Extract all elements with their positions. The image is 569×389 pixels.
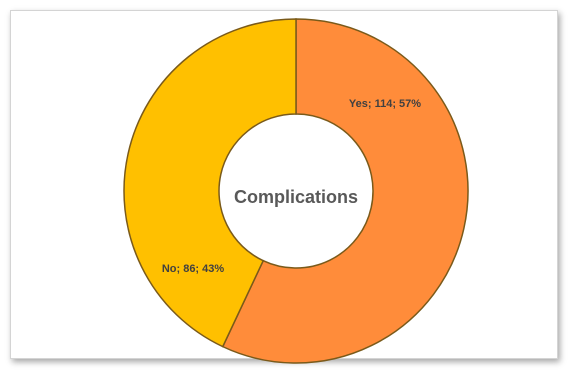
data-label-no: No; 86; 43% bbox=[162, 263, 225, 275]
slice-yes bbox=[221, 18, 469, 364]
center-label: Complications bbox=[234, 187, 358, 207]
data-label-yes: Yes; 114; 57% bbox=[349, 98, 421, 110]
slice-no bbox=[123, 18, 297, 348]
